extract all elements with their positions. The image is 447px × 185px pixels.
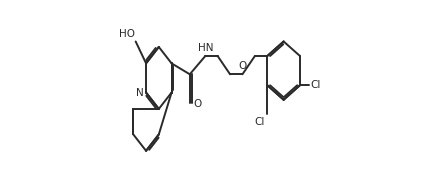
Text: Cl: Cl [311, 80, 321, 90]
Text: O: O [193, 99, 201, 109]
Text: N: N [136, 88, 144, 97]
Text: O: O [238, 61, 247, 71]
Text: Cl: Cl [254, 117, 265, 127]
Text: HN: HN [198, 43, 213, 53]
Text: HO: HO [119, 29, 135, 39]
